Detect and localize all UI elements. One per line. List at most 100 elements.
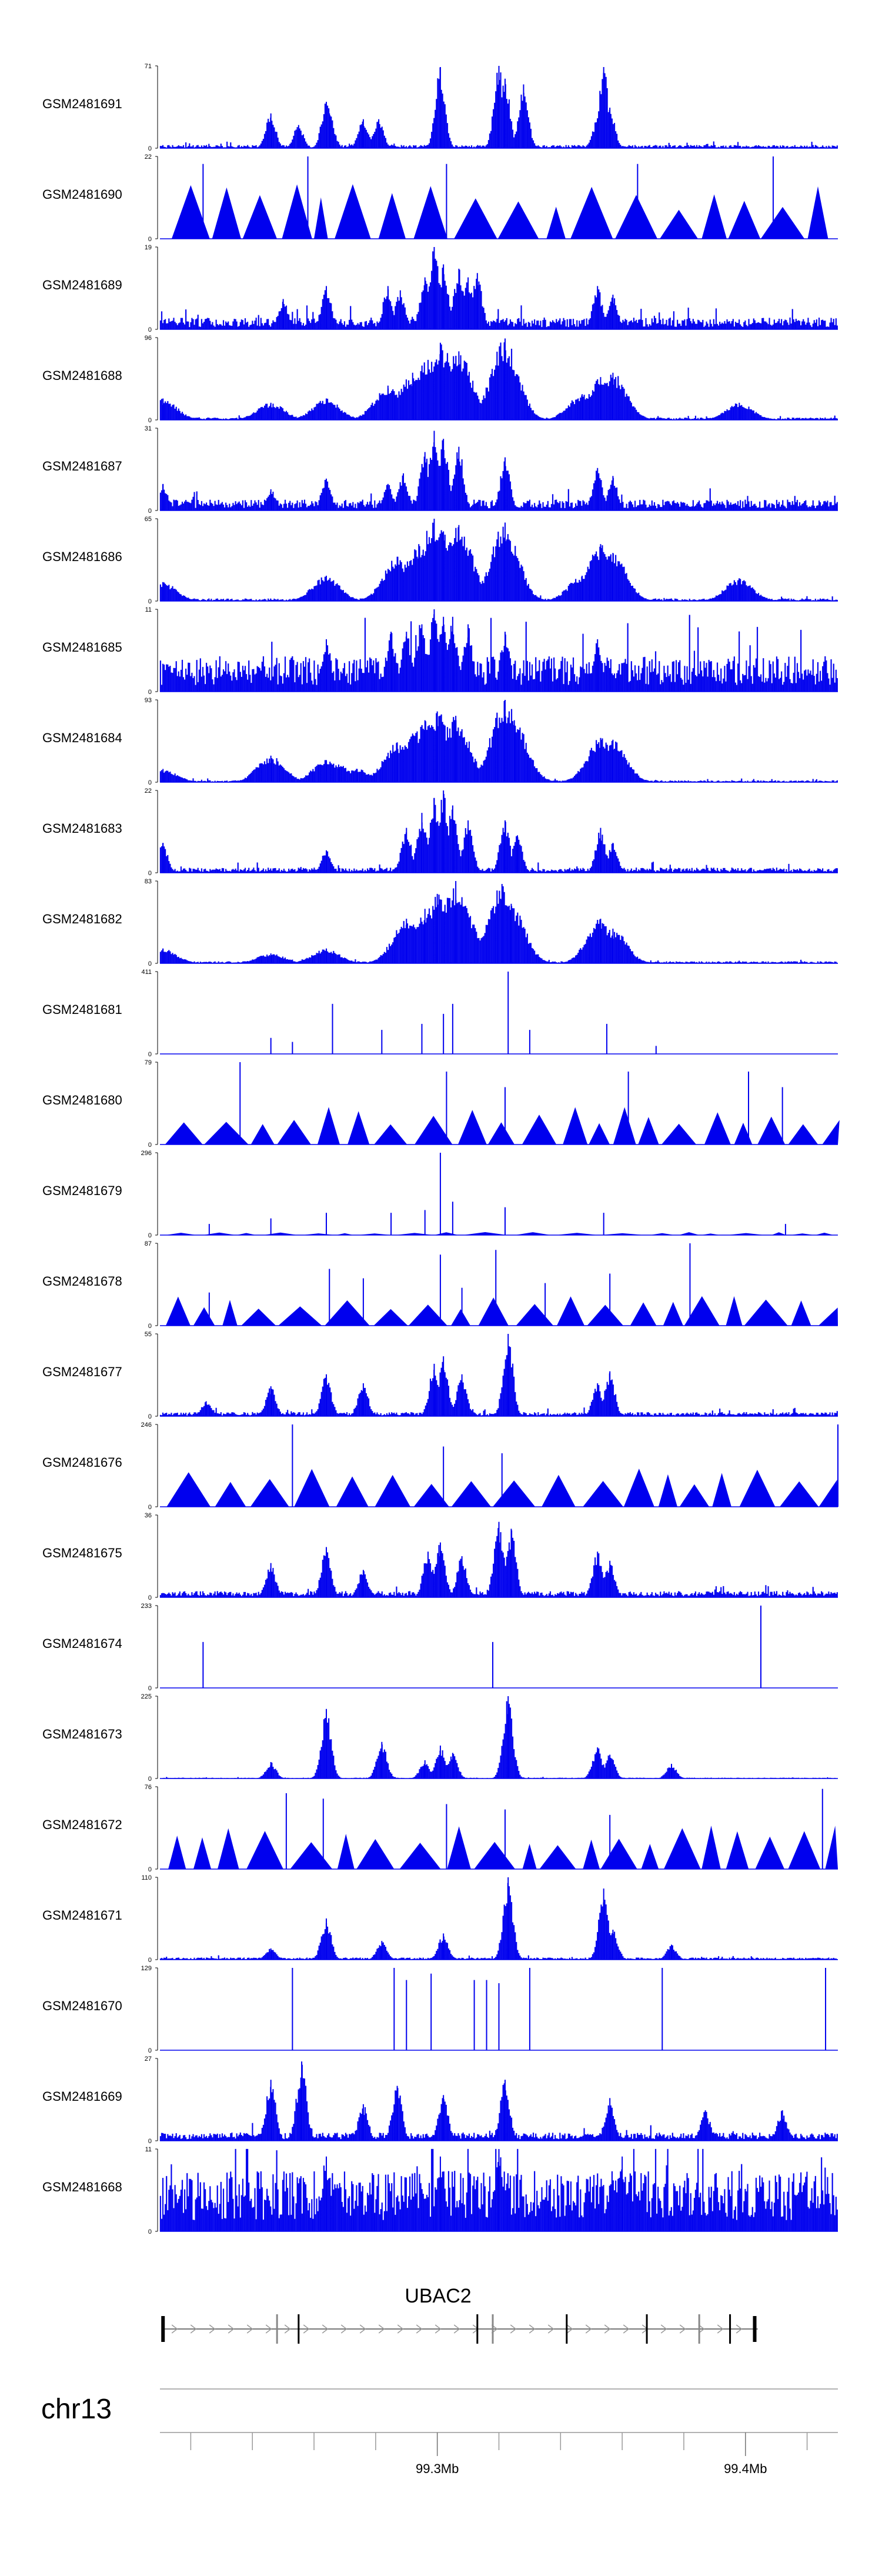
y-zero-label: 0 [148, 870, 152, 877]
track-GSM2481687: GSM2481687 31 0 [42, 425, 838, 515]
strand-chevron [303, 2324, 310, 2334]
y-zero-label: 0 [148, 326, 152, 333]
track-label: GSM2481678 [42, 1274, 122, 1289]
coverage-area [159, 67, 838, 149]
genome-axis: chr13 99.3Mb 99.4Mb [41, 2388, 838, 2476]
track-label: GSM2481673 [42, 1727, 122, 1741]
y-zero-label: 0 [148, 417, 152, 424]
coverage-area [159, 886, 838, 964]
y-zero-label: 0 [148, 145, 152, 152]
y-max-label: 246 [141, 1422, 152, 1429]
gene-exon [566, 2314, 568, 2344]
y-zero-label: 0 [148, 779, 152, 786]
y-max-label: 19 [145, 244, 152, 251]
track-GSM2481684: GSM2481684 93 0 [42, 697, 838, 786]
strand-chevron [322, 2324, 329, 2334]
track-GSM2481677: GSM2481677 55 0 [42, 1331, 838, 1420]
y-zero-label: 0 [148, 1413, 152, 1420]
coverage-area [160, 1826, 838, 1869]
track-label: GSM2481676 [42, 1455, 122, 1470]
y-zero-label: 0 [148, 1232, 152, 1239]
y-max-label: 71 [145, 63, 152, 70]
y-zero-label: 0 [148, 2228, 152, 2235]
strand-chevron [246, 2324, 253, 2334]
track-GSM2481685: GSM2481685 11 0 [42, 606, 838, 696]
tracks-layer: GSM2481691710GSM2481690220GSM2481689190G… [42, 63, 840, 2235]
track-label: GSM2481679 [42, 1183, 122, 1198]
track-GSM2481668: GSM2481668 11 0 [42, 2146, 838, 2235]
strand-chevron [585, 2324, 592, 2334]
y-zero-label: 0 [148, 2138, 152, 2145]
coverage-area [159, 2064, 838, 2141]
y-zero-label: 0 [148, 689, 152, 696]
track-GSM2481680: GSM2481680 79 0 [42, 1059, 840, 1149]
gene-exon [492, 2314, 494, 2344]
y-max-label: 411 [141, 969, 152, 976]
y-zero-label: 0 [148, 1323, 152, 1330]
track-GSM2481673: GSM2481673 225 0 [42, 1693, 838, 1783]
track-label: GSM2481671 [42, 1908, 122, 1923]
coverage-area [159, 522, 838, 602]
strand-chevron [435, 2324, 442, 2334]
track-label: GSM2481668 [42, 2180, 122, 2194]
strand-chevron [378, 2324, 385, 2334]
strand-chevron [547, 2324, 554, 2334]
y-max-label: 129 [141, 1965, 152, 1972]
track-label: GSM2481687 [42, 459, 122, 473]
y-max-label: 96 [145, 335, 152, 342]
y-max-label: 11 [145, 2146, 152, 2153]
y-max-label: 110 [141, 1874, 152, 1881]
strand-chevron [698, 2324, 705, 2334]
coverage-area [160, 1296, 838, 1326]
y-max-label: 296 [141, 1150, 152, 1157]
y-max-label: 87 [145, 1240, 152, 1247]
y-max-label: 22 [145, 154, 152, 161]
gene-exon [161, 2316, 165, 2342]
axis-tick-label: 99.3Mb [416, 2461, 459, 2476]
strand-chevron [171, 2324, 178, 2334]
gene-exon [646, 2314, 648, 2344]
y-max-label: 233 [141, 1603, 152, 1610]
strand-chevron [510, 2324, 517, 2334]
y-max-label: 76 [145, 1784, 152, 1791]
gene-track: UBAC2 [161, 2285, 758, 2344]
track-label: GSM2481691 [42, 96, 122, 111]
y-zero-label: 0 [148, 1957, 152, 1964]
track-GSM2481683: GSM2481683 22 0 [42, 788, 838, 877]
track-GSM2481681: GSM2481681 411 0 [42, 969, 838, 1058]
strand-chevron [660, 2324, 667, 2334]
coverage-area [160, 1469, 838, 1507]
coverage-area [159, 2148, 838, 2232]
track-GSM2481669: GSM2481669 27 0 [42, 2056, 838, 2145]
track-label: GSM2481690 [42, 187, 122, 202]
coverage-area [159, 342, 838, 421]
y-zero-label: 0 [148, 2047, 152, 2054]
track-GSM2481674: GSM2481674 233 0 [42, 1603, 838, 1692]
y-max-label: 22 [145, 788, 152, 795]
track-GSM2481675: GSM2481675 36 0 [42, 1512, 838, 1601]
y-zero-label: 0 [148, 1776, 152, 1783]
y-zero-label: 0 [148, 598, 152, 605]
strand-chevron [529, 2324, 536, 2334]
track-GSM2481690: GSM2481690 22 0 [42, 154, 838, 243]
y-zero-label: 0 [148, 960, 152, 967]
track-label: GSM2481686 [42, 549, 122, 564]
coverage-area [159, 251, 838, 330]
strand-chevron [340, 2324, 348, 2334]
coverage-area [159, 1701, 838, 1779]
y-zero-label: 0 [148, 1142, 152, 1149]
track-GSM2481691: GSM2481691 71 0 [42, 63, 838, 152]
y-max-label: 93 [145, 697, 152, 704]
axis-tick-label: 99.4Mb [724, 2461, 767, 2476]
y-zero-label: 0 [148, 236, 152, 243]
track-GSM2481670: GSM2481670 129 0 [42, 1965, 838, 2054]
strand-chevron [397, 2324, 404, 2334]
y-zero-label: 0 [148, 1504, 152, 1511]
coverage-area [160, 1232, 838, 1235]
coverage-area [159, 440, 838, 511]
coverage-area [159, 794, 838, 873]
y-max-label: 225 [141, 1693, 152, 1700]
track-GSM2481679: GSM2481679 296 0 [42, 1150, 838, 1239]
strand-chevron [623, 2324, 630, 2334]
